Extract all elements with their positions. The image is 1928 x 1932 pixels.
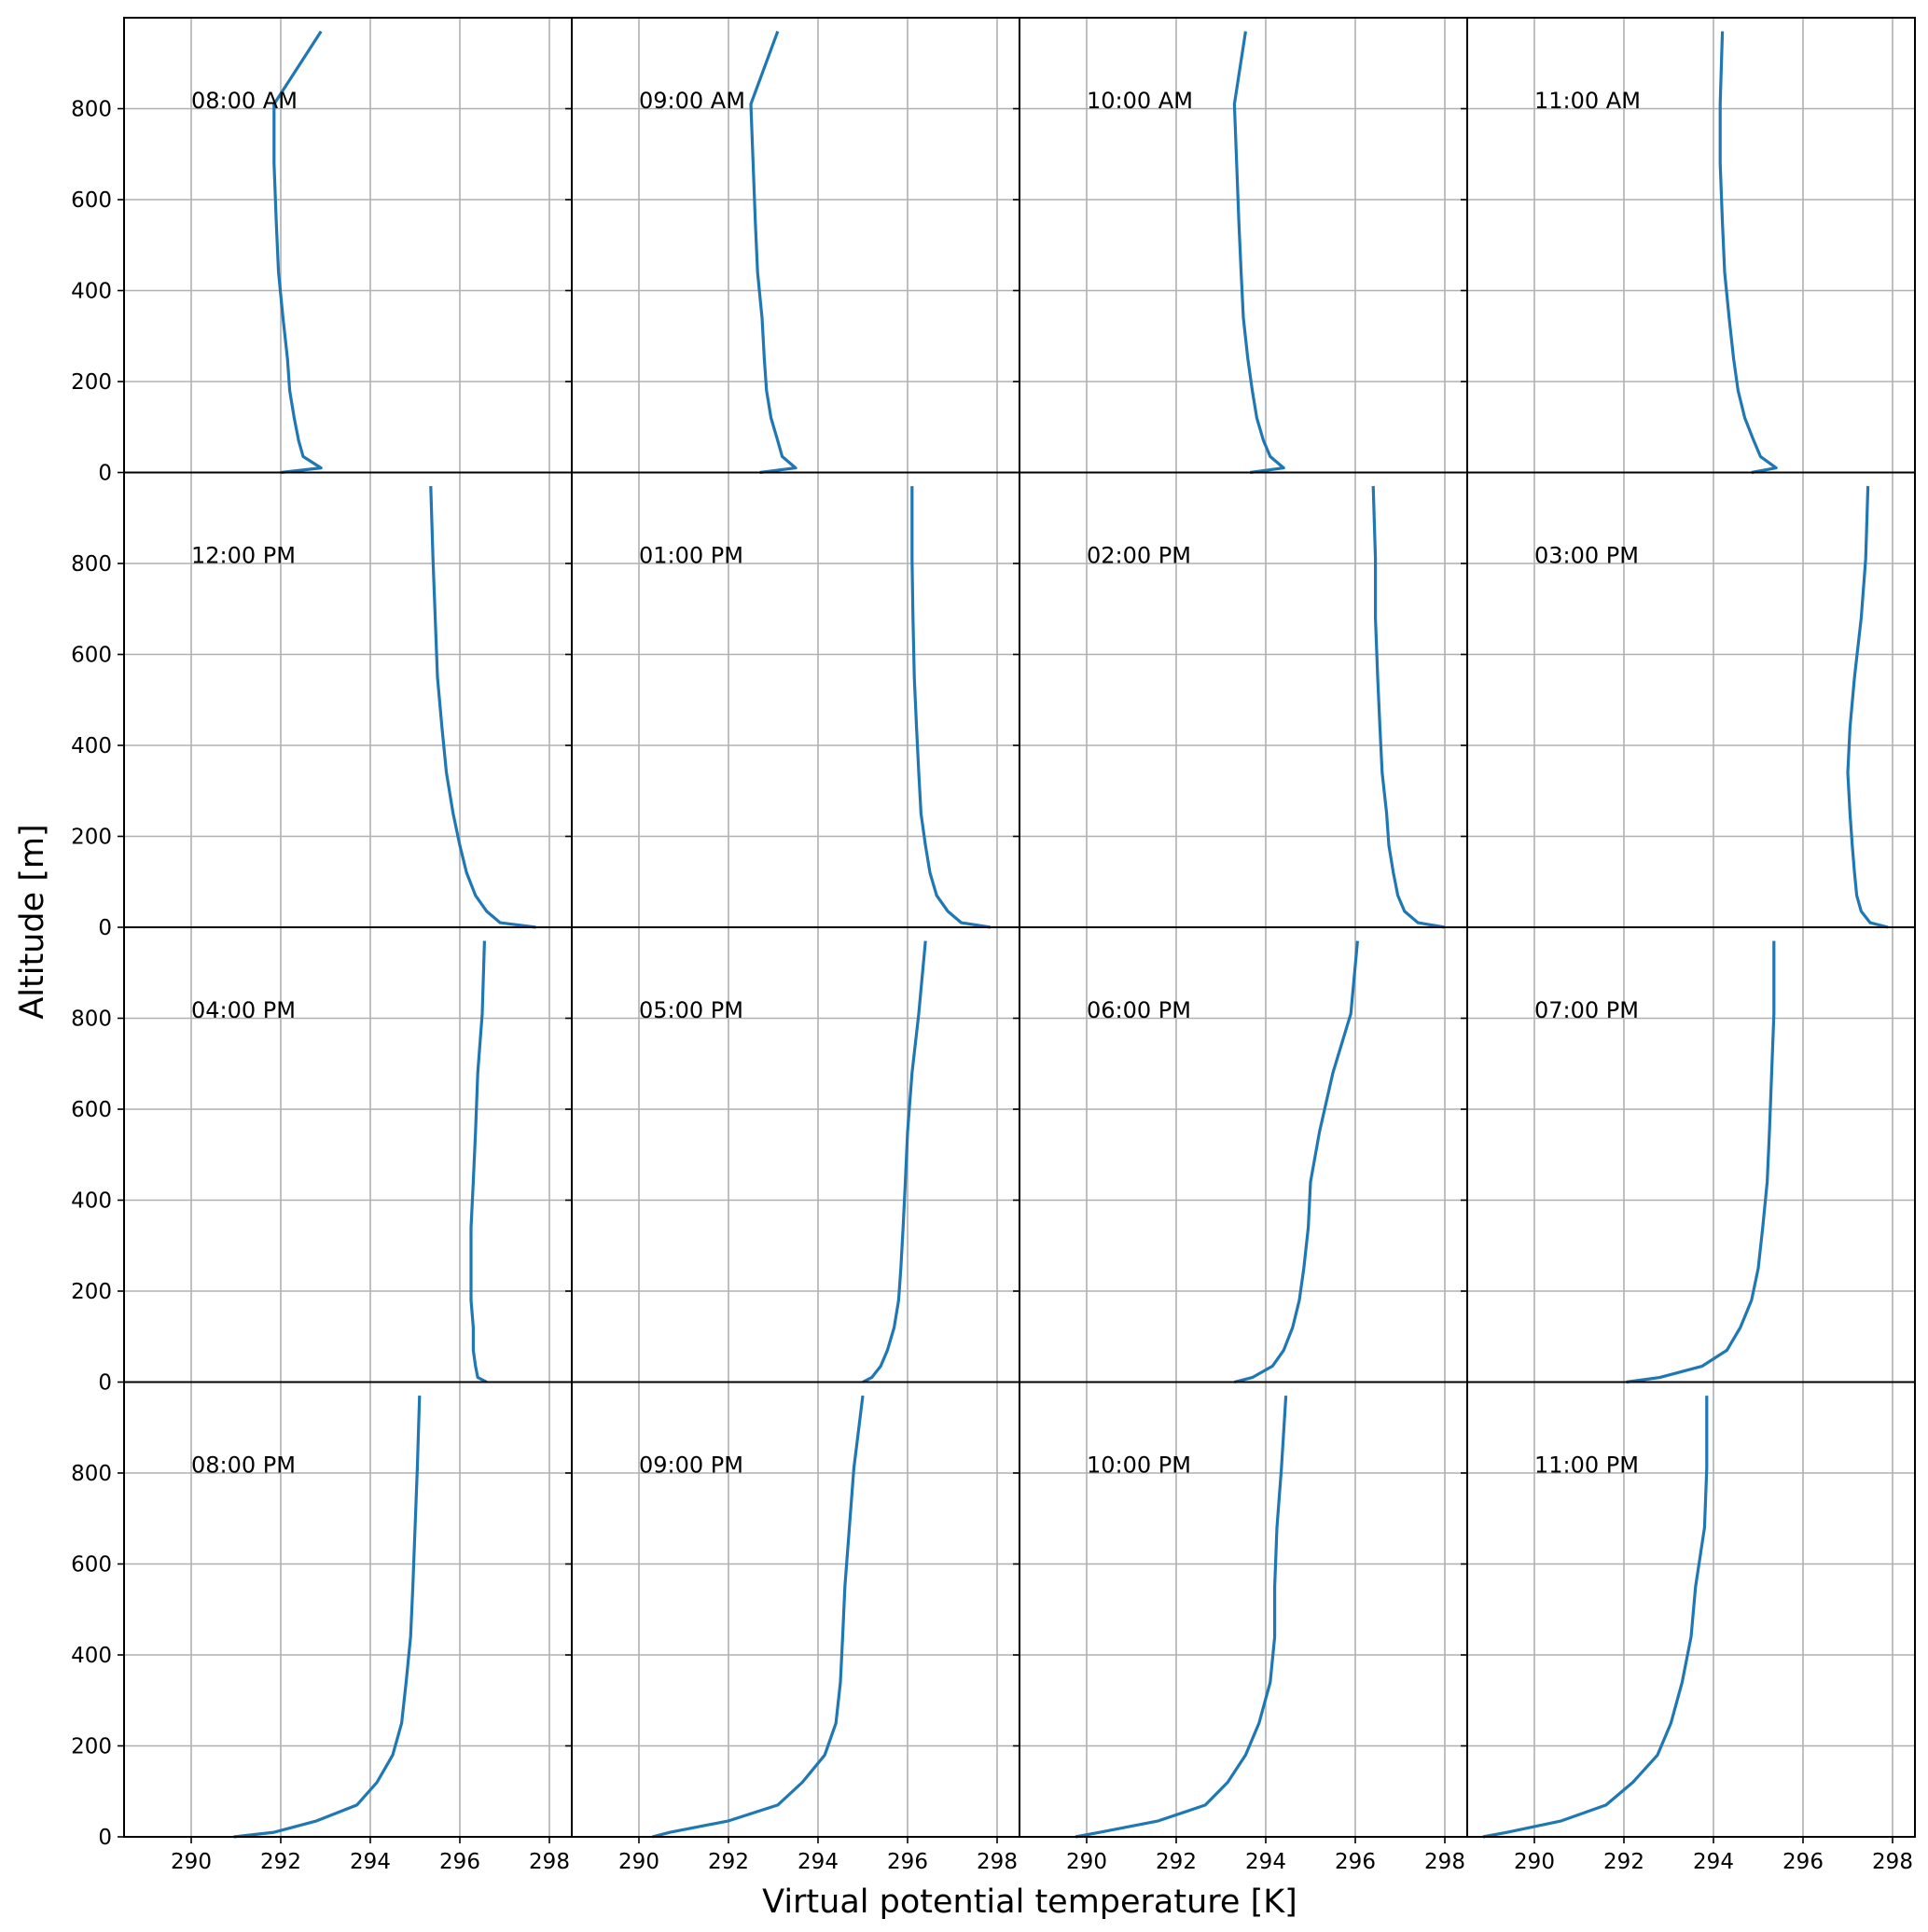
y-tick-label: 0 [98, 462, 112, 486]
x-tick-label: 292 [708, 1850, 749, 1874]
panel-frame [1466, 1381, 1916, 1838]
profile-line [1234, 940, 1359, 1384]
x-tick-label: 298 [529, 1850, 570, 1874]
x-tick-label: 296 [439, 1850, 480, 1874]
panel-label: 11:00 AM [1534, 88, 1641, 114]
y-tick-label: 200 [71, 826, 112, 850]
profile-line [1718, 31, 1778, 475]
x-tick-label: 292 [1603, 1850, 1644, 1874]
x-tick-label: 292 [260, 1850, 301, 1874]
panel-label: 10:00 AM [1087, 88, 1193, 114]
panel-7: 02:00 PM [1013, 471, 1468, 929]
profile-line [272, 30, 323, 475]
x-tick-label: 298 [977, 1850, 1018, 1874]
profile-line [1075, 1396, 1288, 1839]
panel-label: 07:00 PM [1534, 997, 1639, 1023]
panel-label: 09:00 PM [639, 1452, 743, 1479]
panel-2: 09:00 AM [565, 17, 1020, 475]
panel-label: 06:00 PM [1087, 997, 1191, 1023]
y-tick-label: 800 [71, 1008, 112, 1032]
y-tick-label: 600 [71, 1098, 112, 1122]
panel-8: 03:00 PM [1461, 471, 1916, 929]
panel-label: 12:00 PM [191, 543, 296, 569]
y-tick-label: 0 [98, 916, 112, 940]
y-tick-label: 800 [71, 552, 112, 577]
y-tick-label: 400 [71, 734, 112, 758]
panel-label: 09:00 AM [639, 88, 745, 114]
profile-line [910, 486, 992, 929]
x-tick-label: 290 [1514, 1850, 1555, 1874]
y-tick-label: 0 [98, 1826, 112, 1850]
x-tick-label: 290 [618, 1850, 659, 1874]
y-tick-label: 200 [71, 370, 112, 395]
x-axis-label: Virtual potential temperature [K] [762, 1883, 1297, 1921]
panel-label: 11:00 PM [1534, 1452, 1639, 1479]
profile-line [1371, 486, 1446, 929]
x-tick-label: 294 [1245, 1850, 1286, 1874]
y-tick-label: 400 [71, 1644, 112, 1668]
panel-13: 08:00 PM 0 200 400 600 800 290 292 294 296 298 [71, 1381, 573, 1874]
profile-line [1626, 940, 1776, 1384]
panel-label: 04:00 PM [191, 997, 296, 1023]
profile-line [469, 940, 488, 1383]
y-tick-label: 600 [71, 644, 112, 668]
panel-16: 11:00 PM 290 292 294 296 298 [1461, 1381, 1916, 1874]
y-tick-label: 600 [71, 1553, 112, 1578]
x-tick-label: 290 [1066, 1850, 1107, 1874]
panel-5: 12:00 PM 0 200 400 600 800 [71, 471, 573, 940]
panel-label: 05:00 PM [639, 997, 743, 1023]
panel-label: 02:00 PM [1087, 543, 1191, 569]
panel-14: 09:00 PM 290 292 294 296 298 [565, 1381, 1020, 1874]
x-tick-label: 296 [887, 1850, 928, 1874]
y-tick-label: 800 [71, 1462, 112, 1486]
y-tick-label: 0 [98, 1371, 112, 1396]
y-tick-label: 800 [71, 98, 112, 122]
panel-11: 06:00 PM [1013, 926, 1468, 1384]
panel-10: 05:00 PM [565, 926, 1020, 1383]
panel-6: 01:00 PM [565, 471, 1020, 929]
panel-grid: 08:00 AM 0 200 400 600 800 09:00 AM 10:00 AM 11:… [71, 17, 1916, 1874]
x-tick-label: 296 [1782, 1850, 1824, 1874]
panel-1: 08:00 AM 0 200 400 600 800 [71, 17, 573, 486]
panel-label: 08:00 AM [191, 88, 298, 114]
panel-9: 04:00 PM 0 200 400 600 800 [71, 926, 573, 1396]
y-tick-label: 200 [71, 1735, 112, 1759]
panel-label: 03:00 PM [1534, 543, 1639, 569]
x-tick-label: 296 [1335, 1850, 1376, 1874]
profile-line [652, 1395, 865, 1839]
panel-label: 10:00 PM [1087, 1452, 1191, 1479]
panel-12: 07:00 PM [1461, 926, 1916, 1384]
x-tick-label: 294 [350, 1850, 391, 1874]
y-tick-label: 600 [71, 188, 112, 213]
y-tick-label: 400 [71, 280, 112, 304]
x-tick-label: 294 [798, 1850, 839, 1874]
panel-3: 10:00 AM [1013, 17, 1468, 475]
y-axis-label: Altitude [m] [14, 824, 51, 1019]
y-tick-label: 400 [71, 1189, 112, 1214]
x-tick-label: 292 [1156, 1850, 1197, 1874]
profile-line [1846, 486, 1889, 929]
panel-label: 01:00 PM [639, 543, 743, 569]
panel-4: 11:00 AM [1461, 17, 1916, 475]
profile-line [749, 31, 798, 475]
panel-15: 10:00 PM 290 292 294 296 298 [1013, 1381, 1468, 1874]
profile-line [1482, 1396, 1709, 1839]
x-tick-label: 290 [171, 1850, 212, 1874]
x-tick-label: 298 [1424, 1850, 1465, 1874]
profile-line [862, 940, 927, 1383]
x-tick-label: 294 [1693, 1850, 1734, 1874]
profile-line [429, 486, 536, 929]
profile-line [233, 1396, 422, 1839]
profile-line [1232, 31, 1285, 475]
panel-label: 08:00 PM [191, 1452, 296, 1479]
x-tick-label: 298 [1872, 1850, 1913, 1874]
y-tick-label: 200 [71, 1280, 112, 1304]
